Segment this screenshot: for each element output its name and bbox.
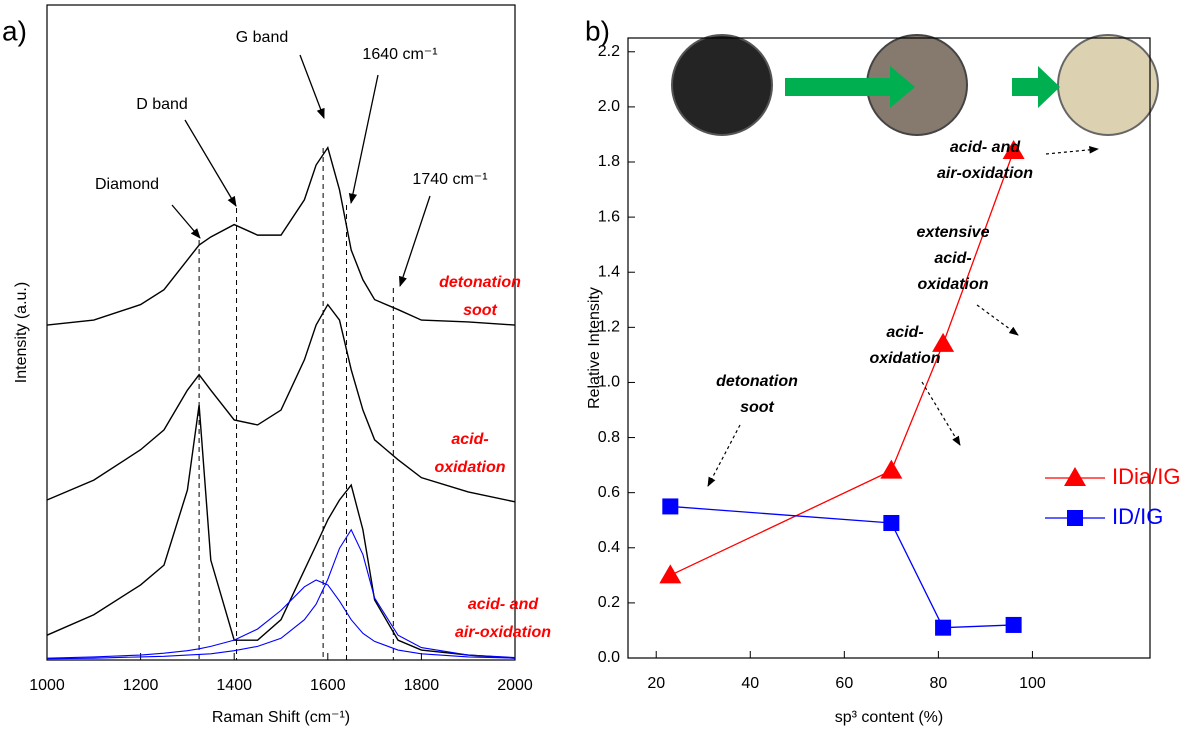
sample-photo [671,34,773,136]
y-tick-label: 2.2 [598,43,620,60]
y-tick-label: 1.4 [598,263,620,280]
annotation: acid- [934,250,971,267]
legend-label: IDia/IG [1112,464,1180,489]
x-tick-label: 80 [929,675,947,692]
y-tick-label: 0.4 [598,539,620,556]
x-tick-label: 1800 [404,677,440,694]
series-line [670,505,1014,629]
x-tick-label: 1400 [216,677,252,694]
y-tick-label: 1.0 [598,374,620,391]
annotation: soot [740,399,774,416]
marker [1002,139,1025,159]
marker [883,514,900,531]
y-axis-label: Relative Intensity [586,287,603,409]
x-tick-label: 1000 [29,677,65,694]
series-label: soot [463,302,497,319]
band-label: 1640 cm⁻¹ [362,46,437,63]
annotation-arrow [299,54,325,119]
annotation: oxidation [917,276,988,293]
series-label: acid- [451,431,488,448]
band-label: G band [236,29,288,46]
marker [932,332,955,352]
spectrum [46,303,516,503]
annotation: detonation [716,373,798,390]
x-tick-label: 1200 [123,677,159,694]
y-tick-label: 1.8 [598,153,620,170]
process-arrow [785,66,915,108]
plot-frame [627,37,1151,659]
annotation-arrow [184,119,237,207]
spectrum [46,579,516,659]
annotation: extensive [917,224,990,241]
process-arrow [1012,66,1060,108]
marker [659,564,682,584]
marker [1005,616,1022,633]
panel-label: a) [2,15,27,46]
marker [880,459,903,479]
x-tick-label: 40 [741,675,759,692]
legend-label: ID/IG [1112,504,1163,529]
spectrum [46,528,516,660]
panel-label: b) [585,15,610,46]
marker [662,498,679,515]
band-label: D band [136,96,188,113]
x-tick-label: 100 [1019,675,1046,692]
annotation: air-oxidation [937,165,1033,182]
band-label: Diamond [95,176,159,193]
y-axis-label: Intensity (a.u.) [13,282,30,383]
annotation-arrow [976,304,1019,336]
series-label: air-oxidation [455,624,551,641]
y-tick-label: 0.8 [598,429,620,446]
series-label: detonation [439,274,521,291]
y-tick-label: 0.0 [598,649,620,666]
x-tick-label: 1600 [310,677,346,694]
annotation: acid- [886,324,923,341]
annotation-arrow [399,195,431,287]
y-tick-label: 2.0 [598,98,620,115]
band-label: 1740 cm⁻¹ [412,171,487,188]
y-tick-label: 0.6 [598,484,620,501]
annotation-arrow [348,74,379,205]
y-tick-label: 1.6 [598,208,620,225]
marker [935,619,952,636]
annotation-arrow [171,204,201,239]
x-tick-label: 20 [647,675,665,692]
plot-frame [46,4,516,661]
y-tick-label: 1.2 [598,319,620,336]
series-line [670,150,1015,576]
spectrum [46,146,516,326]
annotation-arrow [921,381,961,446]
x-tick-label: 2000 [497,677,533,694]
x-axis-label: sp³ content (%) [835,709,943,726]
series-label: acid- and [468,596,539,613]
legend-marker [1064,467,1086,486]
series-label: oxidation [434,459,505,476]
y-tick-label: 0.2 [598,594,620,611]
annotation-arrow [1045,146,1099,155]
spectrum [46,404,516,659]
legend-marker [1067,510,1083,526]
sample-photo [1057,34,1159,136]
x-axis-label: Raman Shift (cm⁻¹) [212,709,350,726]
x-tick-label: 60 [835,675,853,692]
annotation: acid- and [950,139,1021,156]
annotation-arrow [707,424,741,487]
annotation: oxidation [869,350,940,367]
